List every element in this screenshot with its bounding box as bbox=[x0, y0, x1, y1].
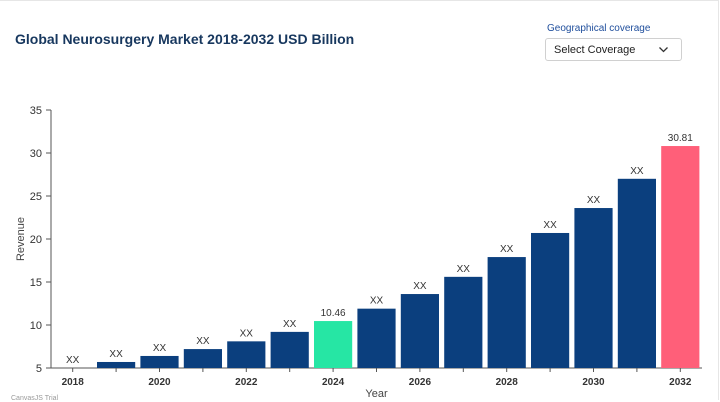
x-axis-title: Year bbox=[365, 388, 388, 400]
y-tick-label: 20 bbox=[30, 234, 42, 246]
chevron-down-icon bbox=[659, 47, 668, 53]
data-label-2028: XX bbox=[500, 244, 514, 255]
x-tick-label-2022: 2022 bbox=[235, 377, 258, 388]
x-tick-label-2028: 2028 bbox=[496, 377, 519, 388]
bar-2031 bbox=[617, 178, 656, 368]
y-tick-label: 25 bbox=[30, 191, 42, 203]
y-tick-label: 15 bbox=[30, 277, 42, 289]
bar-2022 bbox=[227, 341, 266, 368]
data-label-2031: XX bbox=[630, 166, 644, 177]
coverage-select-value: Select Coverage bbox=[554, 44, 636, 56]
data-label-2025: XX bbox=[370, 296, 384, 307]
bar-2023 bbox=[270, 331, 309, 368]
bar-2019 bbox=[97, 361, 136, 368]
chart-credit: CanvasJS Trial bbox=[11, 395, 59, 402]
page-title: Global Neurosurgery Market 2018-2032 USD… bbox=[15, 31, 355, 47]
data-label-2018: XX bbox=[66, 355, 80, 366]
x-tick-label-2020: 2020 bbox=[148, 377, 171, 388]
data-label-2032: 30.81 bbox=[668, 133, 693, 144]
bar-2030 bbox=[574, 208, 613, 368]
bar-2021 bbox=[183, 349, 222, 368]
data-label-2030: XX bbox=[587, 195, 601, 206]
data-label-2024: 10.46 bbox=[321, 308, 346, 319]
y-axis-title: Revenue bbox=[15, 217, 27, 261]
bar-2026 bbox=[400, 294, 439, 368]
y-tick-label: 35 bbox=[30, 105, 42, 117]
x-tick-label-2018: 2018 bbox=[62, 377, 85, 388]
data-label-2027: XX bbox=[457, 264, 471, 275]
data-label-2023: XX bbox=[283, 319, 297, 330]
coverage-select[interactable]: Select Coverage bbox=[545, 38, 682, 61]
x-tick-label-2030: 2030 bbox=[582, 377, 605, 388]
bar-2025 bbox=[357, 308, 396, 368]
y-tick-label: 10 bbox=[30, 320, 42, 332]
bar-2027 bbox=[444, 276, 483, 368]
x-tick-label-2032: 2032 bbox=[669, 377, 692, 388]
x-tick-label-2026: 2026 bbox=[409, 377, 432, 388]
data-label-2026: XX bbox=[413, 281, 427, 292]
data-label-2022: XX bbox=[240, 328, 254, 339]
bar-2024 bbox=[314, 321, 353, 368]
data-label-2019: XX bbox=[109, 349, 123, 360]
y-tick-label: 30 bbox=[30, 148, 42, 160]
bar-2028 bbox=[487, 257, 526, 368]
bar-2029 bbox=[531, 232, 570, 368]
x-tick-label-2024: 2024 bbox=[322, 377, 345, 388]
data-label-2029: XX bbox=[543, 220, 557, 231]
bar-2020 bbox=[140, 355, 179, 368]
coverage-label: Geographical coverage bbox=[547, 23, 651, 34]
data-label-2020: XX bbox=[153, 343, 167, 354]
bar-2032 bbox=[661, 146, 700, 368]
data-label-2021: XX bbox=[196, 336, 210, 347]
y-tick-label: 5 bbox=[36, 363, 42, 375]
